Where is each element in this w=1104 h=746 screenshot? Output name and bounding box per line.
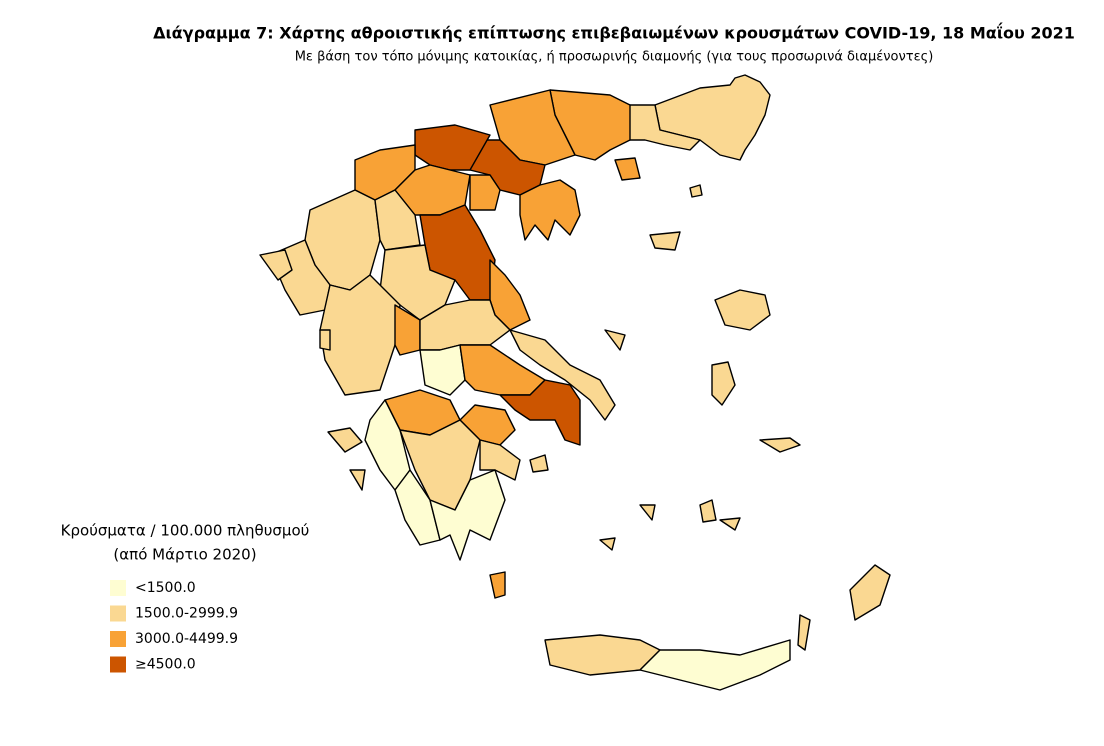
title: Διάγραμμα 7: Χάρτης αθροιστικής επίπτωση… bbox=[153, 23, 1075, 43]
region bbox=[499, 379, 581, 446]
region bbox=[714, 289, 771, 331]
region bbox=[259, 249, 293, 281]
legend-label: 1500.0-2999.9 bbox=[135, 606, 238, 622]
legend-label: <1500.0 bbox=[135, 580, 196, 596]
region bbox=[394, 304, 421, 356]
region bbox=[319, 274, 401, 396]
legend-title: Κρούσματα / 100.000 πληθυσμού bbox=[61, 522, 310, 540]
region bbox=[604, 329, 626, 351]
region bbox=[319, 329, 331, 351]
region bbox=[414, 124, 491, 171]
legend-swatch bbox=[110, 631, 126, 647]
region bbox=[509, 329, 616, 421]
legend-swatch bbox=[110, 580, 126, 596]
region bbox=[349, 469, 366, 491]
legend-title: (από Μάρτιο 2020) bbox=[113, 546, 256, 564]
region bbox=[797, 614, 811, 651]
legend-label: ≥4500.0 bbox=[135, 657, 196, 673]
region bbox=[614, 157, 641, 181]
legend-swatch bbox=[110, 656, 126, 673]
region bbox=[711, 361, 736, 406]
region bbox=[609, 104, 701, 151]
region bbox=[489, 571, 506, 599]
region bbox=[849, 564, 891, 621]
legend-swatch bbox=[110, 605, 126, 622]
region bbox=[719, 517, 741, 531]
region bbox=[654, 74, 771, 161]
region bbox=[469, 174, 501, 211]
region bbox=[419, 344, 466, 396]
region bbox=[649, 231, 681, 251]
region bbox=[699, 499, 717, 523]
region bbox=[479, 439, 521, 481]
region bbox=[639, 504, 656, 521]
region bbox=[599, 537, 616, 551]
legend-label: 3000.0-4499.9 bbox=[135, 631, 238, 647]
subtitle: Με βάση τον τόπο μόνιμης κατοικίας, ή πρ… bbox=[295, 50, 934, 65]
legend: <1500.0 1500.0-2999.9 3000.0-4499.9 ≥4500.0 bbox=[110, 580, 238, 673]
region bbox=[429, 469, 506, 561]
region bbox=[689, 184, 703, 198]
region bbox=[639, 639, 791, 691]
map bbox=[259, 74, 891, 691]
region bbox=[529, 454, 549, 473]
region bbox=[327, 427, 363, 453]
region bbox=[759, 437, 801, 453]
region bbox=[519, 179, 581, 241]
